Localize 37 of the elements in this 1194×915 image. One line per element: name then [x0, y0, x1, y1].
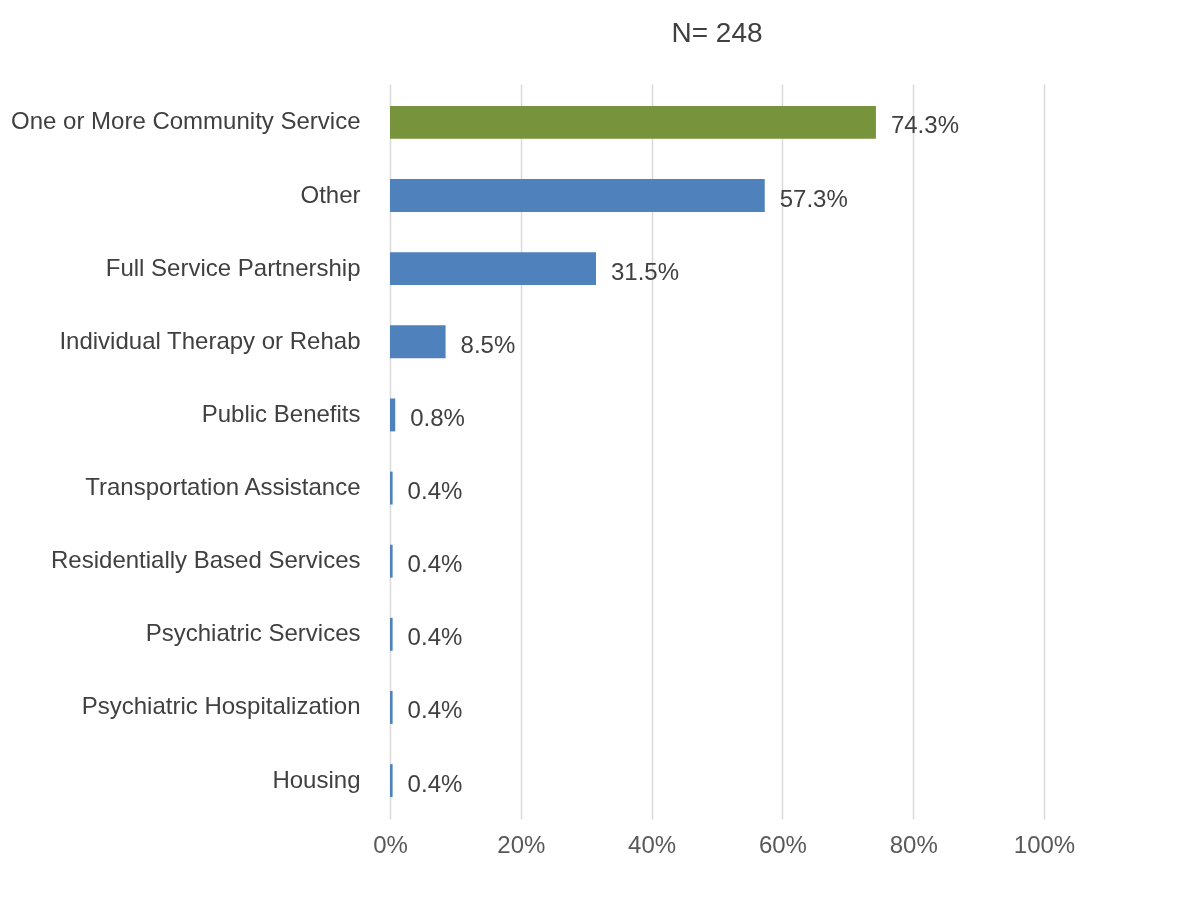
x-tick-label: 0% — [373, 830, 408, 858]
bar — [390, 617, 393, 651]
bar — [390, 471, 393, 505]
y-tick-label: Transportation Assistance — [85, 473, 361, 501]
x-tick-label: 80% — [889, 830, 938, 858]
x-tick-label: 20% — [497, 830, 546, 858]
data-label: 0.4% — [407, 550, 463, 578]
y-tick-label: Housing — [272, 765, 361, 793]
bar — [390, 105, 876, 139]
chart-title: N= 248 — [671, 17, 763, 48]
y-tick-label: Full Service Partnership — [105, 253, 361, 281]
bar — [390, 252, 597, 286]
bar — [390, 691, 393, 724]
y-tick-label: One or More Community Service — [11, 107, 361, 135]
y-tick-label: Individual Therapy or Rehab — [59, 326, 361, 354]
data-label: 0.4% — [407, 477, 463, 505]
y-tick-label: Psychiatric Hospitalization — [81, 692, 361, 720]
y-tick-label: Other — [300, 180, 361, 208]
y-tick-label: Public Benefits — [201, 399, 361, 427]
bar — [390, 325, 446, 359]
bar — [390, 764, 393, 798]
data-label: 0.4% — [407, 623, 463, 651]
data-label: 0.4% — [407, 769, 463, 797]
data-label: 0.4% — [407, 696, 463, 724]
bar — [390, 398, 396, 432]
data-label: 8.5% — [460, 330, 516, 358]
data-label: 57.3% — [779, 184, 848, 212]
bar — [390, 179, 765, 212]
bar — [390, 544, 393, 578]
x-tick-label: 100% — [1013, 830, 1076, 858]
data-label: 31.5% — [611, 257, 680, 285]
data-label: 74.3% — [890, 111, 959, 139]
x-tick-label: 40% — [628, 830, 677, 858]
data-label: 0.8% — [410, 403, 465, 431]
x-tick-label: 60% — [758, 830, 807, 858]
y-tick-label: Psychiatric Services — [145, 619, 361, 647]
y-tick-label: Residentially Based Services — [51, 546, 361, 574]
